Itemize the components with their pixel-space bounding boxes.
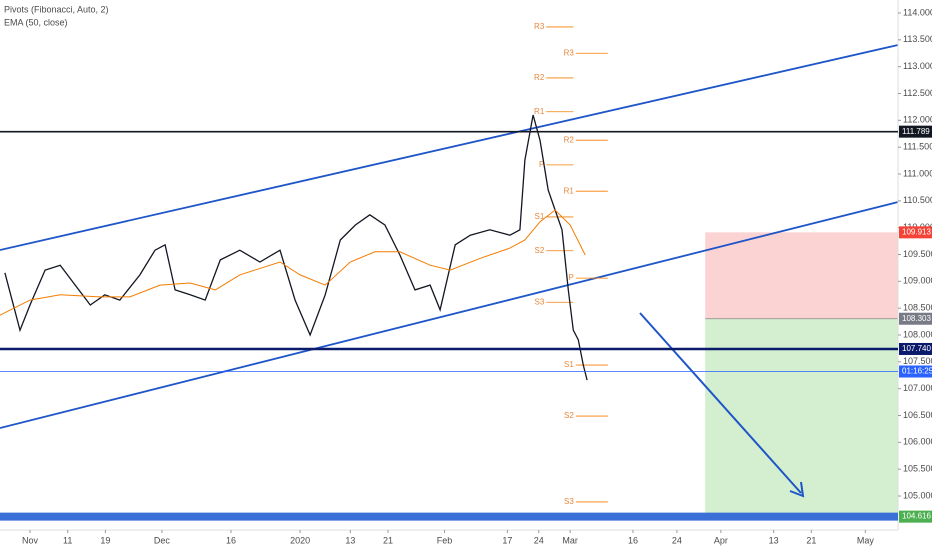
x-tick-label: 11 — [63, 535, 72, 545]
arrow-head — [789, 481, 805, 498]
x-tick-label: 2020 — [290, 535, 310, 545]
level-tag — [899, 365, 932, 378]
y-tick-label: 107.000 — [903, 383, 932, 393]
position-label: 104.616 — [902, 512, 931, 521]
x-tick-label: 21 — [383, 535, 393, 545]
y-tick-label: 105.500 — [903, 464, 932, 474]
y-tick-label: 113.000 — [903, 61, 932, 71]
series-line — [4, 114, 588, 381]
y-tick-label: 110.500 — [903, 195, 932, 205]
y-tick-label: 112.500 — [903, 88, 932, 98]
y-tick-label: 113.500 — [903, 34, 932, 44]
y-tick-label: 106.000 — [903, 437, 932, 447]
y-tick-label: 111.500 — [903, 142, 932, 152]
position-label: 109.913 — [902, 227, 931, 236]
pivot-label: R1 — [564, 186, 575, 195]
x-tick-label: 16 — [226, 535, 236, 545]
position-label: 108.303 — [902, 314, 931, 323]
trend-line[interactable] — [0, 201, 899, 429]
x-tick-label: 13 — [345, 535, 355, 545]
arrow[interactable] — [639, 312, 802, 494]
y-tick-label: 106.500 — [903, 410, 932, 420]
series-line — [0, 209, 586, 316]
x-tick-label: 13 — [769, 535, 779, 545]
y-tick-label: 111.000 — [903, 168, 932, 178]
pivot-label: S1 — [534, 212, 544, 221]
y-tick-label: 109.500 — [903, 249, 932, 259]
x-tick-label: 19 — [100, 535, 110, 545]
y-tick-label: 114.000 — [903, 7, 932, 17]
x-tick-label: May — [857, 535, 875, 545]
pivot-label: S3 — [564, 497, 574, 506]
position-tag — [899, 226, 932, 239]
pivot-label: S1 — [564, 360, 574, 369]
position-tag — [899, 312, 932, 325]
x-tick-label: Mar — [562, 535, 578, 545]
pivot-label: P — [568, 273, 573, 282]
x-tick-label: 16 — [628, 535, 638, 545]
indicator-label: Pivots (Fibonacci, Auto, 2) — [4, 4, 109, 14]
pivot-label: S3 — [534, 297, 544, 306]
position-tag — [899, 510, 932, 523]
trend-line[interactable] — [0, 44, 899, 251]
position-zones — [705, 232, 898, 517]
target-bar — [0, 512, 898, 521]
y-tick-label: 105.000 — [903, 490, 932, 500]
level-label: 107.740 — [902, 344, 931, 353]
x-tick-label: Apr — [714, 535, 728, 545]
stop-zone — [705, 232, 898, 319]
pivot-label: R1 — [534, 107, 545, 116]
y-tick-label: 108.000 — [903, 329, 932, 339]
x-tick-label: Nov — [22, 535, 39, 545]
y-tick-label: 112.000 — [903, 115, 932, 125]
y-tick-label: 107.500 — [903, 356, 932, 366]
level-label: 01:16:25 — [902, 367, 932, 376]
pivot-label: R2 — [564, 135, 575, 144]
x-tick-label: 24 — [534, 535, 544, 545]
pivot-label: S2 — [534, 246, 544, 255]
x-tick-label: Feb — [437, 535, 453, 545]
pivot-label: R3 — [534, 22, 545, 31]
pivot-label: R3 — [564, 48, 575, 57]
x-tick-label: 24 — [672, 535, 682, 545]
x-tick-label: Dec — [154, 535, 171, 545]
level-label: 111.789 — [902, 127, 930, 136]
y-tick-label: 108.500 — [903, 303, 932, 313]
pivot-label: P — [539, 160, 544, 169]
pivot-label: R2 — [534, 73, 545, 82]
pivot-label: S2 — [564, 411, 574, 420]
indicator-label: EMA (50, close) — [4, 17, 68, 27]
level-tag — [899, 125, 932, 138]
level-tag — [899, 342, 932, 355]
x-tick-label: 21 — [806, 535, 816, 545]
y-tick-label: 109.000 — [903, 276, 932, 286]
x-tick-label: 17 — [502, 535, 512, 545]
